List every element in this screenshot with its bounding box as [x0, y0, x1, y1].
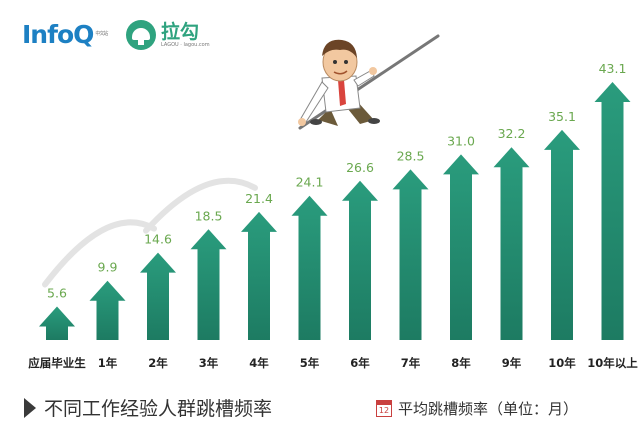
bar-arrow: [493, 147, 530, 340]
chart-title-block: 不同工作经验人群跳槽频率: [24, 394, 272, 421]
value-label: 32.2: [498, 126, 526, 141]
category-label: 10年以上: [587, 356, 638, 370]
infoq-logo: InfoQ 中文站: [22, 20, 108, 49]
value-label: 43.1: [599, 61, 627, 76]
bar-arrow: [89, 280, 126, 340]
value-label: 35.1: [548, 109, 576, 124]
bar-arrow: [241, 211, 277, 340]
category-label: 6年: [350, 356, 370, 370]
category-label: 4年: [249, 356, 269, 370]
value-label: 14.6: [144, 232, 172, 247]
category-labels: 应届毕业生 1年 2年 3年 4年 5年 6年 7年 8年 9年 10年 10年以上: [28, 356, 638, 370]
category-label: 3年: [199, 356, 219, 370]
lagou-mark-icon: [126, 20, 156, 50]
unit-label: 平均跳槽频率（单位：月）: [398, 400, 579, 418]
bar-arrow: [291, 195, 328, 340]
chart-title: 不同工作经验人群跳槽频率: [44, 398, 273, 420]
bar-arrow: [594, 82, 631, 340]
value-label: 9.9: [98, 260, 118, 275]
jump-arc: [143, 177, 258, 234]
bar-arrows: [39, 82, 631, 340]
value-label: 21.4: [245, 191, 273, 206]
bar-arrow: [39, 306, 75, 340]
value-label: 5.6: [47, 285, 67, 300]
lagou-logo-sub: LAGOU · lagou.com: [161, 42, 210, 48]
bar-arrow: [140, 252, 176, 340]
category-label: 7年: [401, 356, 421, 370]
value-label: 31.0: [447, 133, 475, 148]
value-label: 26.6: [346, 160, 374, 175]
bar-arrow: [443, 154, 479, 340]
bar-arrow: [342, 180, 378, 340]
category-label: 8年: [451, 356, 471, 370]
value-label: 18.5: [195, 208, 223, 223]
bar-arrow: [544, 129, 580, 340]
category-label: 1年: [98, 356, 118, 370]
category-label: 2年: [148, 356, 168, 370]
calendar-icon: 12: [376, 400, 392, 417]
lagou-logo: 拉勾 LAGOU · lagou.com: [126, 18, 210, 52]
value-labels: 5.6 9.9 14.6 18.5 21.4 24.1 26.6 28.5 31.0 32.2 35…: [47, 61, 626, 300]
pole-vaulter-illustration: [298, 34, 440, 130]
triangle-marker-icon: [24, 397, 36, 418]
bar-arrow: [190, 229, 227, 340]
bar-arrow: [392, 169, 429, 340]
value-label: 28.5: [397, 148, 425, 163]
jump-curves: [42, 177, 258, 288]
unit-legend: 12 平均跳槽频率（单位：月）: [376, 398, 578, 419]
category-label: 应届毕业生: [28, 356, 86, 370]
lagou-logo-name: 拉勾: [161, 21, 200, 43]
value-label: 24.1: [296, 175, 324, 190]
category-label: 10年: [548, 356, 576, 370]
category-label: 9年: [502, 356, 522, 370]
category-label: 5年: [300, 356, 320, 370]
infoq-logo-sub: 中文站: [95, 31, 108, 37]
jump-arc: [42, 219, 157, 288]
